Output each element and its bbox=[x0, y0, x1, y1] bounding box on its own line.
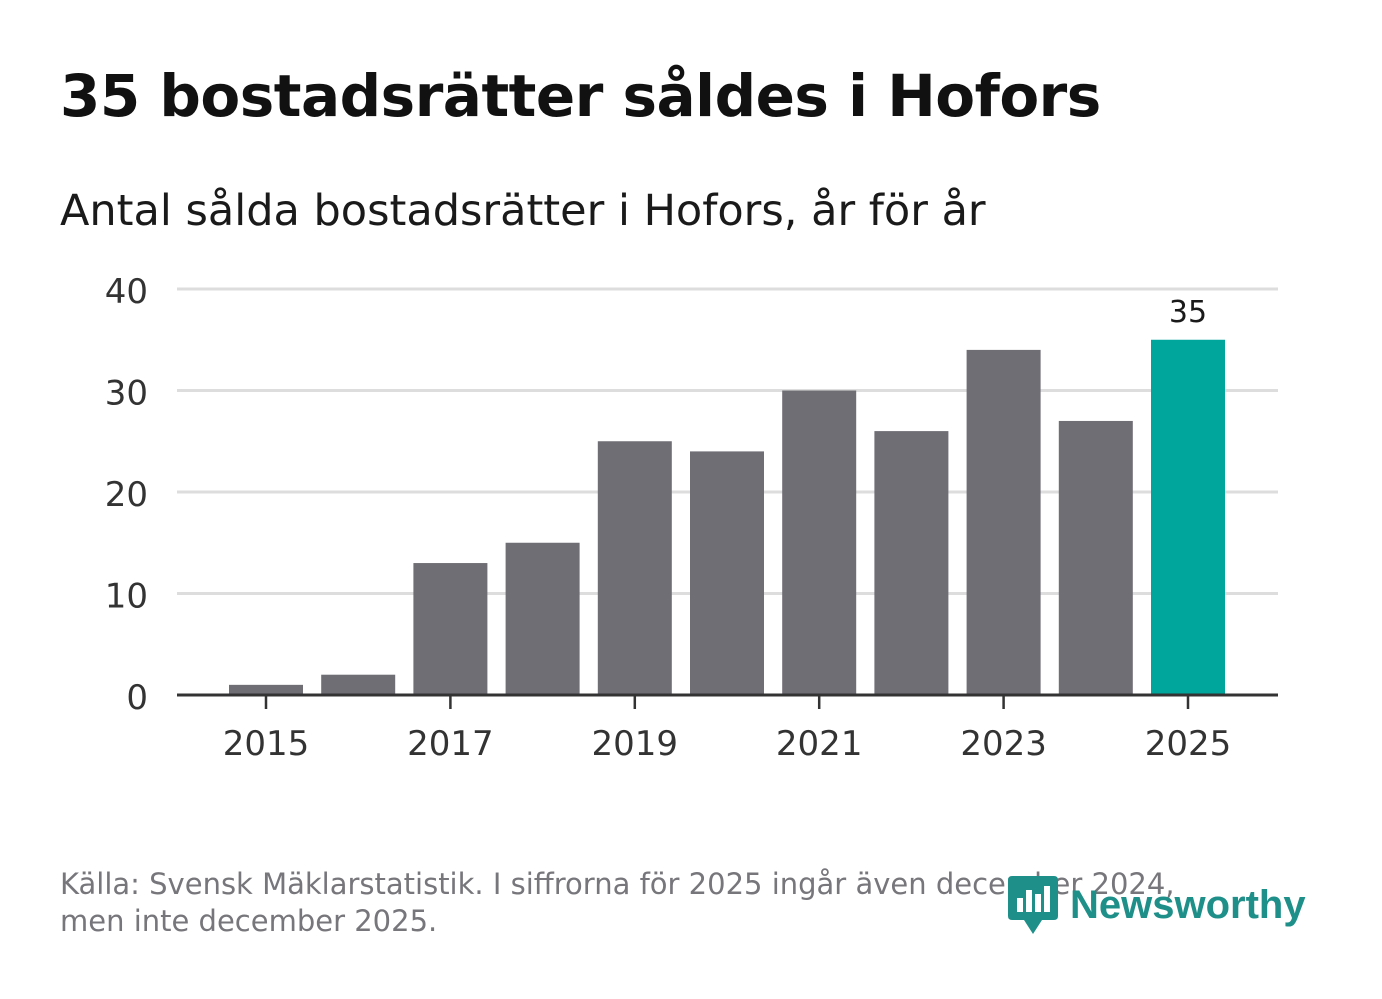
x-tick-label-2017: 2017 bbox=[407, 724, 494, 764]
bar-2022 bbox=[874, 431, 949, 695]
y-tick-label-10: 10 bbox=[105, 577, 148, 617]
y-tick-label-0: 0 bbox=[126, 678, 148, 718]
chart-title: 35 bostadsrätter såldes i Hofors bbox=[60, 62, 1101, 130]
newsworthy-logo-icon bbox=[1008, 876, 1058, 934]
bar-2017 bbox=[413, 563, 488, 695]
x-tick-label-2023: 2023 bbox=[960, 724, 1047, 764]
brand-name: Newsworthy bbox=[1070, 882, 1306, 927]
bar-2016 bbox=[321, 674, 396, 695]
y-tick-label-30: 30 bbox=[105, 374, 148, 414]
y-tick-label-20: 20 bbox=[105, 475, 148, 515]
chart-subtitle: Antal sålda bostadsrätter i Hofors, år f… bbox=[60, 186, 986, 236]
source-line-2: men inte december 2025. bbox=[60, 904, 438, 938]
bar-2025 bbox=[1151, 339, 1225, 695]
brand-logo: Newsworthy bbox=[1008, 876, 1306, 934]
x-tick-label-2021: 2021 bbox=[776, 724, 863, 764]
x-tick-label-2019: 2019 bbox=[592, 724, 679, 764]
source-note: Källa: Svensk Mäklarstatistik. I siffror… bbox=[60, 866, 1320, 940]
bar-2023 bbox=[966, 349, 1041, 695]
bar-2020 bbox=[690, 451, 764, 695]
bar-2018 bbox=[505, 542, 580, 695]
bar-2015 bbox=[229, 684, 303, 695]
y-tick-label-40: 40 bbox=[105, 272, 148, 312]
bar-2021 bbox=[782, 390, 857, 695]
x-tick-label-2025: 2025 bbox=[1145, 724, 1232, 764]
x-tick-label-2015: 2015 bbox=[223, 724, 310, 764]
bar-2019 bbox=[597, 441, 672, 695]
data-label-2025: 35 bbox=[1169, 295, 1207, 330]
source-line-1: Källa: Svensk Mäklarstatistik. I siffror… bbox=[60, 867, 1175, 901]
bar-2024 bbox=[1058, 420, 1133, 695]
